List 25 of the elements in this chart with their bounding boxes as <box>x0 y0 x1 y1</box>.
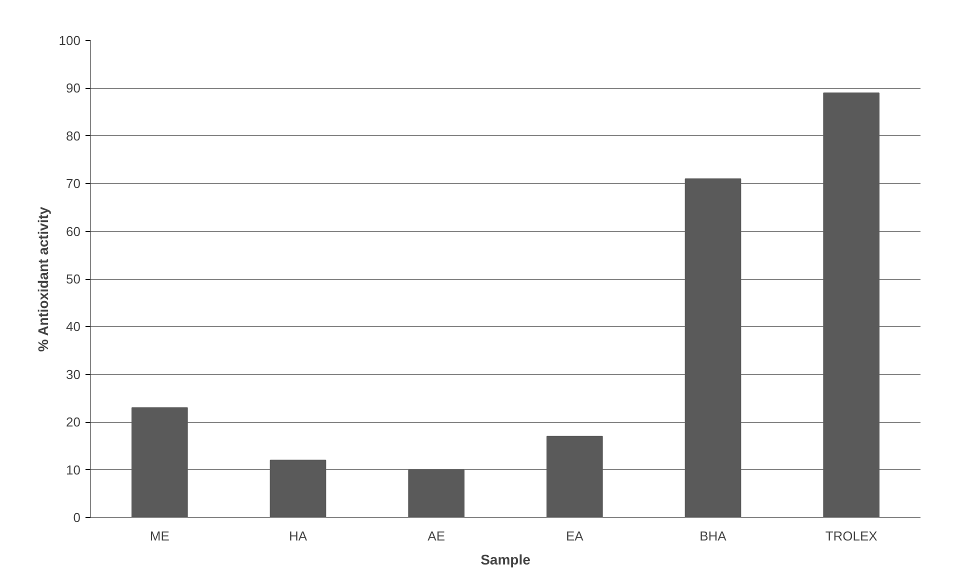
x-tick-label: BHA <box>700 528 727 544</box>
bar <box>546 436 603 518</box>
x-axis-title: Sample <box>480 552 531 568</box>
x-tick-label: HA <box>288 528 308 544</box>
y-tick-label: 80 <box>66 128 81 144</box>
y-tick-label: 0 <box>73 510 81 525</box>
y-tick-label: 90 <box>66 80 81 96</box>
y-tick-label: 60 <box>66 224 81 239</box>
x-tick-label: EA <box>566 528 584 544</box>
y-tick-label: 100 <box>58 33 81 48</box>
bar <box>823 92 880 518</box>
y-axis-title: % Antioxidant activity <box>34 206 51 352</box>
y-tick-label: 10 <box>66 462 81 478</box>
bar <box>132 407 188 518</box>
bar <box>270 460 326 518</box>
y-tick-label: 70 <box>66 176 81 192</box>
bar <box>408 469 464 518</box>
x-tick-label: TROLEX <box>825 528 878 544</box>
y-tick-label: 30 <box>66 366 81 382</box>
y-tick-label: 40 <box>66 319 81 334</box>
y-tick-label: 50 <box>66 272 81 286</box>
x-tick-label: ME <box>150 528 170 544</box>
y-tick-label: 20 <box>66 414 81 430</box>
x-tick-label: AE <box>428 528 446 544</box>
bar <box>684 178 742 518</box>
